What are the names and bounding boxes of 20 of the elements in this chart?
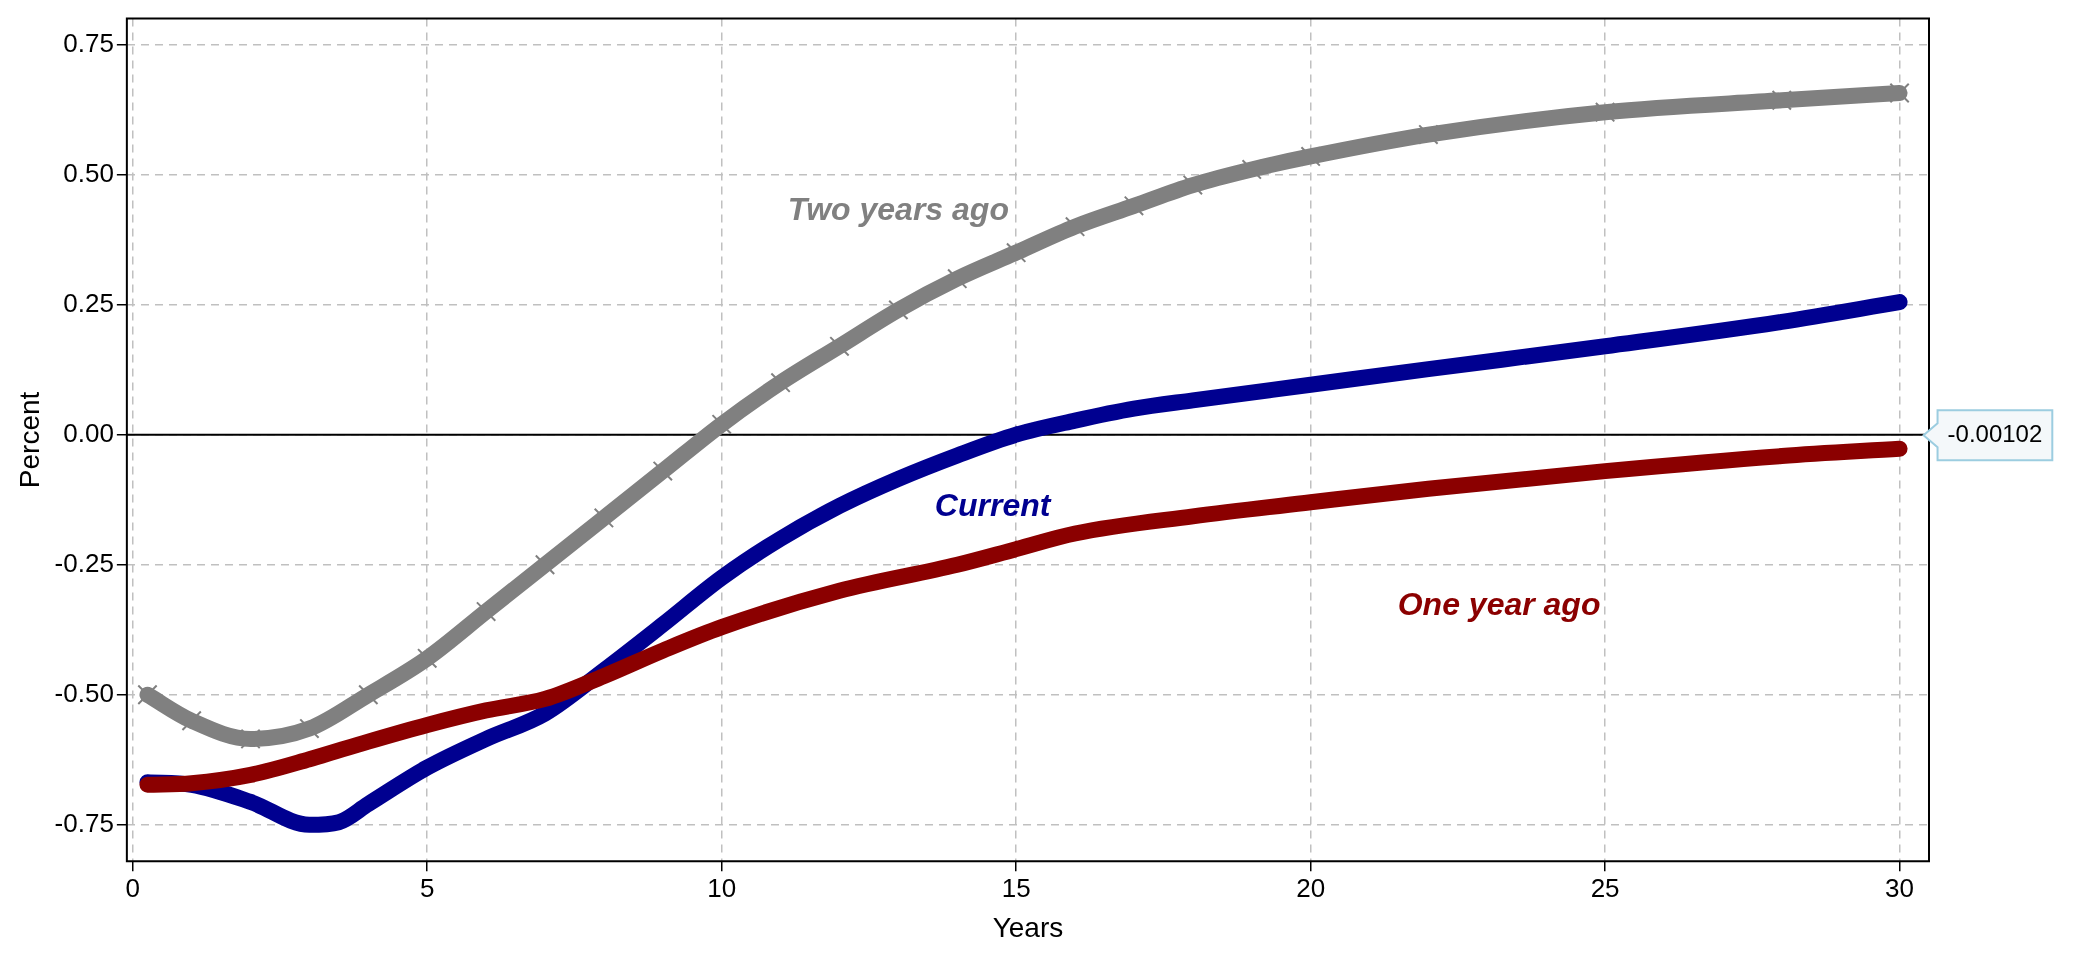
text: One year ago [1397, 586, 1601, 623]
y-tick-label: -0.50 [54, 677, 114, 708]
y-tick-label: 0.50 [63, 157, 114, 188]
x-tick-label: 20 [1296, 872, 1326, 903]
y-axis-title: Percent [13, 391, 45, 489]
y-tick-label: 0.00 [63, 417, 114, 448]
x-tick-label: 10 [707, 872, 737, 903]
x-tick-label: 30 [1885, 872, 1915, 903]
x-tick-label: 25 [1590, 872, 1620, 903]
y-tick-label: -0.25 [54, 547, 114, 578]
y-tick-label: 0.25 [63, 287, 114, 318]
annotation: -0.00102 [1947, 419, 2043, 447]
x-axis-title: Years [992, 911, 1064, 943]
x-tick-label: 5 [419, 872, 435, 903]
series-label: Two years ago [787, 190, 1009, 227]
y-tick-label: -0.75 [54, 807, 114, 838]
series-label: Current [934, 487, 1052, 524]
y-tick-label: 0.75 [63, 27, 114, 58]
x-tick-label: 0 [125, 872, 140, 903]
x-tick-label: 15 [1001, 872, 1031, 903]
